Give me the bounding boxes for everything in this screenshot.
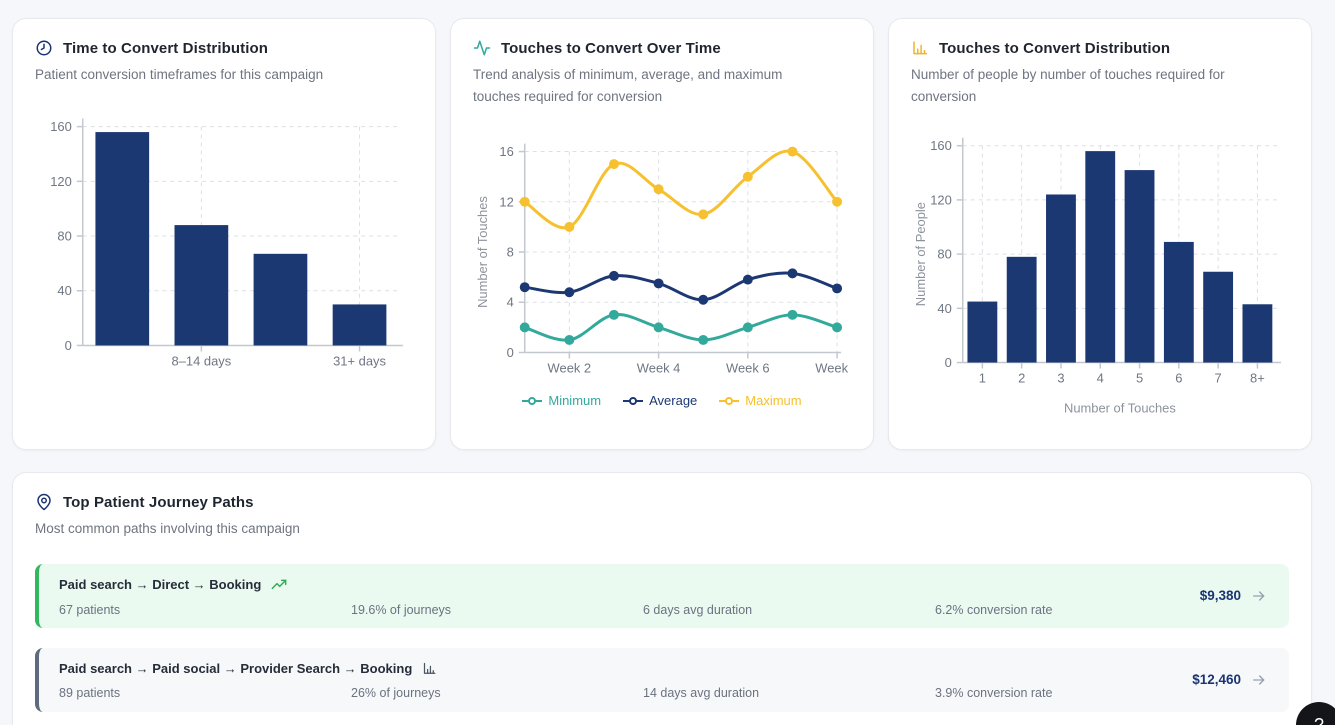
duration-stat: 6 days avg duration bbox=[643, 602, 753, 617]
chart-legend: Minimum Average Maximum bbox=[473, 393, 851, 408]
card-title: Touches to Convert Over Time bbox=[501, 39, 721, 57]
journey-path-row[interactable]: Paid search → Paid social → Provider Sea… bbox=[35, 647, 1289, 712]
duration-stat: 14 days avg duration bbox=[643, 685, 760, 700]
card-header: Top Patient Journey Paths bbox=[35, 493, 1289, 511]
svg-text:0: 0 bbox=[945, 355, 952, 370]
card-subtitle: Trend analysis of minimum, average, and … bbox=[473, 67, 783, 104]
card-subtitle: Most common paths involving this campaig… bbox=[35, 521, 300, 536]
patients-stat: 89 patients bbox=[59, 685, 121, 700]
journey-paths-card: Top Patient Journey Paths Most common pa… bbox=[12, 472, 1312, 725]
arrow-right-icon[interactable] bbox=[1251, 588, 1267, 604]
legend-marker-icon bbox=[719, 396, 740, 405]
svg-text:16: 16 bbox=[499, 144, 513, 159]
svg-text:31+ days: 31+ days bbox=[333, 353, 386, 368]
svg-text:3: 3 bbox=[1057, 371, 1064, 386]
svg-text:5: 5 bbox=[1136, 371, 1143, 386]
charts-row: Time to Convert Distribution Patient con… bbox=[12, 18, 1312, 450]
svg-text:Number of Touches: Number of Touches bbox=[475, 196, 490, 308]
svg-text:Week 8: Week 8 bbox=[815, 361, 851, 376]
svg-text:Week 6: Week 6 bbox=[726, 361, 770, 376]
svg-text:1: 1 bbox=[979, 371, 986, 386]
svg-text:0: 0 bbox=[507, 345, 514, 360]
legend-marker-icon bbox=[522, 396, 543, 405]
svg-text:160: 160 bbox=[50, 119, 72, 134]
card-header: Touches to Convert Over Time bbox=[473, 39, 851, 57]
svg-text:80: 80 bbox=[57, 228, 71, 243]
svg-text:120: 120 bbox=[50, 173, 72, 188]
svg-text:Week 2: Week 2 bbox=[548, 361, 592, 376]
svg-text:6: 6 bbox=[1175, 371, 1182, 386]
svg-text:8: 8 bbox=[507, 245, 514, 260]
bar-chart-icon bbox=[422, 661, 437, 676]
svg-text:Number of Touches: Number of Touches bbox=[1064, 400, 1176, 415]
card-subtitle: Number of people by number of touches re… bbox=[911, 67, 1225, 104]
legend-label: Minimum bbox=[548, 393, 602, 409]
arrow-right-icon[interactable] bbox=[1251, 672, 1267, 688]
legend-label: Average bbox=[649, 393, 698, 409]
svg-text:12: 12 bbox=[499, 194, 513, 209]
legend-item-minimum[interactable]: Minimum bbox=[522, 393, 601, 408]
svg-text:8+: 8+ bbox=[1250, 371, 1265, 386]
card-subtitle: Patient conversion timeframes for this c… bbox=[35, 67, 324, 82]
time-to-convert-chart: 0 40 80 120 160 8–14 days 31+ days bbox=[35, 112, 413, 374]
journeys-stat: 26% of journeys bbox=[351, 685, 441, 700]
help-button[interactable]: ? bbox=[1296, 702, 1335, 725]
svg-text:0: 0 bbox=[65, 338, 72, 353]
touches-distribution-chart: 0 40 80 120 160 1 2 3 4 5 6 7 8+ Number of Touches Num… bbox=[911, 133, 1289, 421]
card-title: Time to Convert Distribution bbox=[63, 39, 269, 57]
svg-text:Week 4: Week 4 bbox=[637, 361, 681, 376]
conversion-stat: 6.2% conversion rate bbox=[935, 602, 1053, 617]
bar-chart-icon bbox=[911, 39, 929, 57]
touches-over-time-chart: 0 4 8 12 16 Week 2 Week 4 Week 6 Week 8 Number of… bbox=[473, 133, 851, 381]
svg-text:4: 4 bbox=[507, 295, 514, 310]
activity-icon bbox=[473, 39, 491, 57]
svg-text:120: 120 bbox=[930, 193, 952, 208]
journey-rows: Paid search → Direct → Booking 67 patien… bbox=[35, 563, 1289, 712]
revenue-value: $12,460 bbox=[1192, 672, 1241, 688]
svg-text:40: 40 bbox=[937, 301, 951, 316]
svg-text:80: 80 bbox=[937, 247, 951, 262]
journey-path-label: Paid search → Direct → Booking bbox=[59, 577, 262, 593]
svg-text:7: 7 bbox=[1215, 371, 1222, 386]
svg-text:8–14 days: 8–14 days bbox=[172, 353, 232, 368]
card-header: Time to Convert Distribution bbox=[35, 39, 413, 57]
svg-text:2: 2 bbox=[1018, 371, 1025, 386]
journey-path-row[interactable]: Paid search → Direct → Booking 67 patien… bbox=[35, 563, 1289, 628]
legend-marker-icon bbox=[623, 396, 644, 405]
clock-icon bbox=[35, 39, 53, 57]
touches-over-time-card: Touches to Convert Over Time Trend analy… bbox=[450, 18, 874, 450]
legend-item-average[interactable]: Average bbox=[623, 393, 697, 408]
legend-label: Maximum bbox=[745, 393, 802, 409]
conversion-stat: 3.9% conversion rate bbox=[935, 685, 1053, 700]
patients-stat: 67 patients bbox=[59, 602, 121, 617]
card-title: Touches to Convert Distribution bbox=[939, 39, 1171, 57]
map-pin-icon bbox=[35, 493, 53, 511]
legend-item-maximum[interactable]: Maximum bbox=[719, 393, 802, 409]
svg-text:40: 40 bbox=[57, 283, 71, 298]
time-to-convert-card: Time to Convert Distribution Patient con… bbox=[12, 18, 436, 450]
revenue-value: $9,380 bbox=[1199, 588, 1241, 604]
touches-distribution-card: Touches to Convert Distribution Number o… bbox=[888, 18, 1312, 450]
journeys-stat: 19.6% of journeys bbox=[351, 602, 452, 617]
svg-text:Number of People: Number of People bbox=[913, 202, 928, 306]
journey-path-label: Paid search → Paid social → Provider Sea… bbox=[59, 660, 413, 676]
trending-up-icon bbox=[271, 577, 287, 593]
svg-text:160: 160 bbox=[930, 138, 952, 153]
card-header: Touches to Convert Distribution bbox=[911, 39, 1289, 57]
card-title: Top Patient Journey Paths bbox=[63, 493, 254, 511]
svg-text:4: 4 bbox=[1097, 371, 1104, 386]
